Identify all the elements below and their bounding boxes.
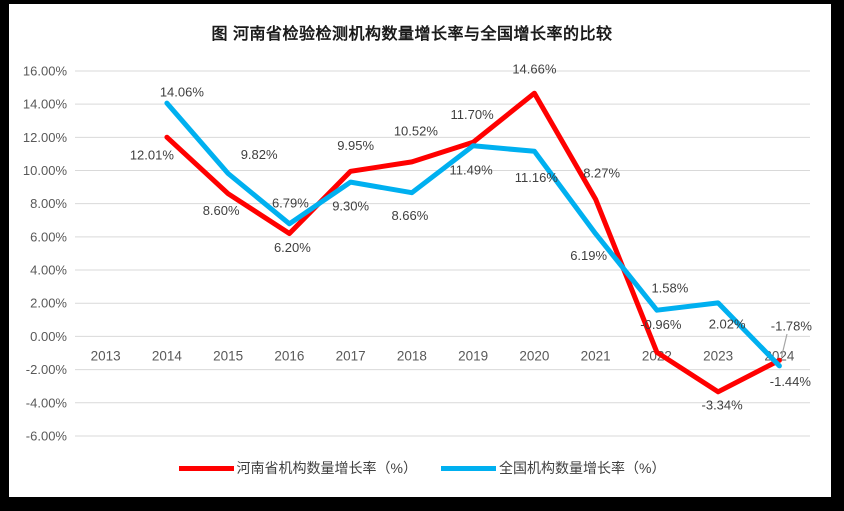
y-axis-tick-label: 10.00% — [23, 163, 68, 178]
y-axis-tick-label: -2.00% — [26, 362, 68, 377]
chart-title: 图 河南省检验检测机构数量增长率与全国增长率的比较 — [211, 26, 613, 43]
data-label: 6.79% — [272, 195, 309, 210]
y-axis-tick-label: 4.00% — [30, 263, 67, 278]
x-axis-tick-label: 2018 — [397, 349, 427, 364]
x-axis-tick-label: 2013 — [91, 349, 121, 364]
legend: 河南省机构数量增长率（%） 全国机构数量增长率（%） — [0, 458, 844, 478]
data-label: 9.82% — [241, 147, 278, 162]
data-label: 9.30% — [332, 199, 369, 214]
data-label: 14.06% — [160, 85, 205, 100]
y-axis-tick-label: 12.00% — [23, 130, 68, 145]
y-axis-tick-label: 0.00% — [30, 329, 67, 344]
data-label: -3.34% — [702, 397, 744, 412]
data-label: 8.60% — [203, 203, 240, 218]
x-axis-tick-label: 2017 — [336, 349, 366, 364]
y-axis-tick-label: 8.00% — [30, 196, 67, 211]
data-label: 11.49% — [450, 162, 494, 177]
data-label: 11.70% — [451, 107, 495, 122]
data-label: 10.52% — [394, 123, 439, 138]
y-axis-tick-label: 16.00% — [23, 63, 68, 78]
y-axis-tick-label: 2.00% — [30, 296, 67, 311]
data-label: -1.44% — [770, 374, 812, 389]
data-label: 8.27% — [583, 166, 620, 181]
x-axis-tick-label: 2015 — [213, 349, 243, 364]
data-label-leader-line — [780, 333, 788, 358]
legend-label-henan: 河南省机构数量增长率（%） — [236, 460, 417, 476]
chart-canvas — [9, 4, 831, 497]
legend-item-henan: 河南省机构数量增长率（%） — [178, 458, 417, 478]
legend-item-national: 全国机构数量增长率（%） — [441, 458, 665, 478]
series-line-national — [164, 100, 782, 369]
x-axis-tick-label: 2016 — [274, 349, 304, 364]
y-axis-tick-label: 6.00% — [30, 229, 67, 244]
x-axis-tick-label: 2023 — [703, 349, 733, 364]
data-label: 12.01% — [130, 148, 175, 163]
y-axis-tick-label: -4.00% — [26, 395, 68, 410]
data-label: -1.78% — [771, 318, 813, 333]
data-label: 9.95% — [337, 138, 374, 153]
data-label: 14.66% — [512, 62, 557, 77]
y-axis-tick-label: -6.00% — [26, 428, 68, 443]
series-line-henan — [164, 90, 782, 395]
x-axis-tick-label: 2019 — [458, 349, 488, 364]
x-axis-tick-label: 2020 — [519, 349, 549, 364]
data-label: 6.19% — [570, 248, 607, 263]
legend-line-swatch-national — [441, 465, 496, 471]
y-axis-tick-label: 14.00% — [23, 97, 68, 112]
x-axis-tick-label: 2021 — [581, 349, 611, 364]
data-label: 6.20% — [274, 240, 311, 255]
data-label: 8.66% — [391, 208, 428, 223]
data-label: 1.58% — [651, 281, 688, 296]
x-axis-tick-label: 2014 — [152, 349, 183, 364]
legend-label-national: 全国机构数量增长率（%） — [499, 460, 666, 476]
data-label: 2.02% — [709, 316, 746, 331]
legend-line-swatch-henan — [178, 465, 234, 471]
data-label: -0.96% — [640, 317, 682, 332]
data-label: 11.16% — [515, 170, 559, 185]
